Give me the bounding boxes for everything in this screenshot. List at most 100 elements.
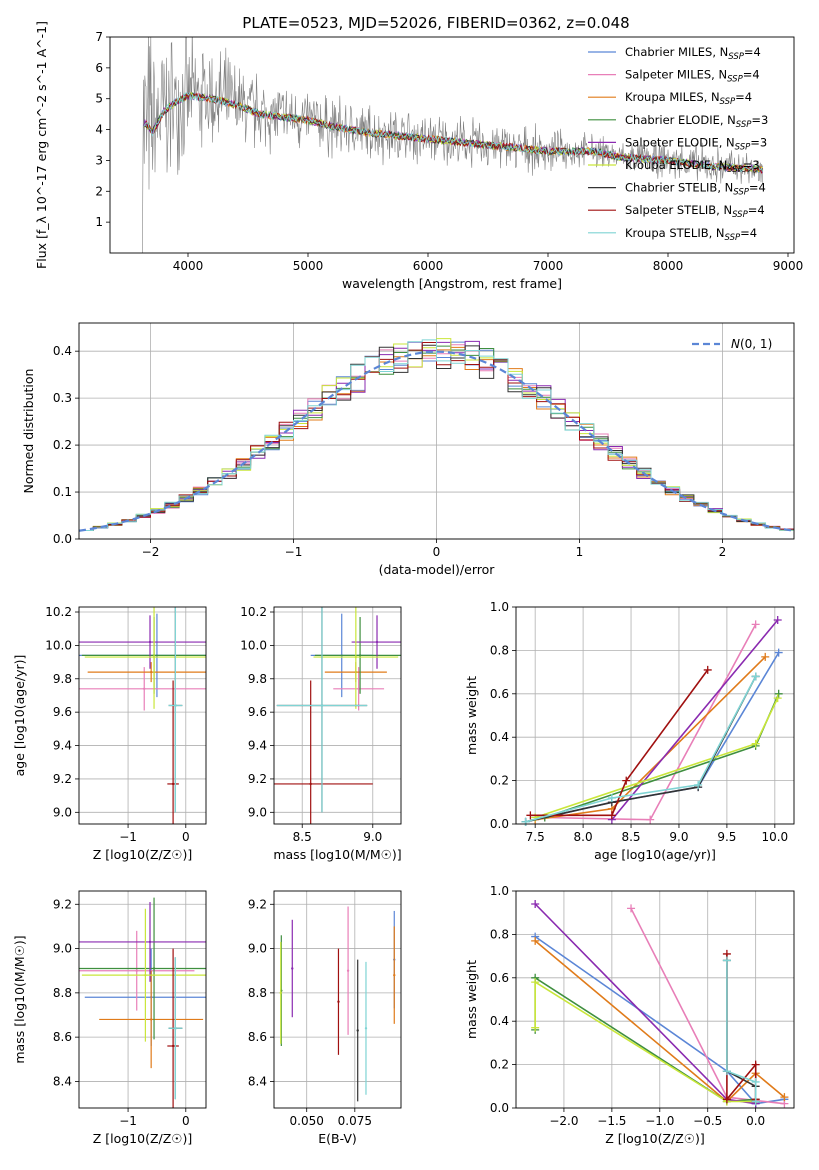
x-tick-label: 0.050 (290, 1114, 324, 1128)
legend-entry: Salpeter MILES, NSSP=4 (625, 68, 760, 85)
data-spectrum-line (142, 37, 764, 253)
mass-vs-ebv-panel: 0.050 0.075 8.4 8.6 8.8 9.0 9.2 E(B-V) (248, 890, 402, 1146)
axes-frame (78, 322, 795, 540)
series-marker (722, 1067, 731, 1076)
data-point (149, 670, 153, 674)
series-line (611, 619, 779, 821)
x-axis-label: mass [log10(M/M☉)] (273, 847, 401, 862)
age-vs-metallicity-panel: −1 0 9.0 9.2 9.4 9.6 9.8 10.0 10.2 Z [log10(Z/Z☉)… (12, 605, 207, 862)
y-tick-label: 9.4 (53, 739, 72, 753)
y-tick-label: 9.2 (53, 897, 72, 911)
x-tick-label: 0 (433, 545, 441, 559)
x-tick-label: 9.5 (717, 830, 736, 844)
x-tick-label: −2.0 (549, 1114, 578, 1128)
y-tick-label: 0.8 (490, 643, 509, 657)
legend-label: N (731, 337, 740, 351)
series-marker (607, 811, 616, 820)
y-tick-label: 8.8 (53, 986, 72, 1000)
series-line (534, 976, 756, 1103)
y-tick-label: 9.0 (248, 805, 267, 819)
x-tick-label: 9.0 (669, 830, 688, 844)
series-line (534, 980, 756, 1103)
x-axis-label: Z [log10(Z/Z☉)] (93, 847, 193, 862)
data-point (320, 704, 324, 707)
legend-entry: Chabrier STELIB, NSSP=4 (625, 181, 766, 198)
y-tick-label: 8.6 (248, 1030, 267, 1044)
series-line (544, 624, 757, 821)
y-tick-label: 5 (95, 92, 103, 106)
y-tick-label: 0.0 (490, 1101, 509, 1115)
x-axis-label: Z [log10(Z/Z☉)] (605, 1131, 705, 1146)
weight-vs-age-panel: 7.5 8.0 8.5 9.0 9.5 10.0 0.0 0.2 0.4 0.6 0.8 1.0 age… (464, 600, 795, 862)
legend-subscript: SSP (720, 97, 736, 107)
series-marker (526, 811, 535, 820)
y-axis-label: Normed distribution (21, 369, 36, 494)
x-tick-label: −1.5 (597, 1114, 626, 1128)
data-point (171, 782, 175, 786)
y-tick-label: 0.6 (490, 971, 509, 985)
legend-entry: Kroupa MILES, NSSP=4 (625, 90, 752, 107)
series-marker (751, 620, 760, 629)
x-tick-label: −1 (119, 1114, 137, 1128)
legend-subscript: SSP (727, 165, 743, 175)
y-tick-label: 0.0 (490, 817, 509, 831)
legend-label: Chabrier ELODIE, N (625, 113, 736, 127)
series-marker (774, 648, 783, 657)
legend-entry: Chabrier MILES, NSSP=4 (625, 45, 761, 62)
y-tick-label: 1.0 (490, 884, 509, 898)
data-point (143, 687, 146, 690)
series-marker (646, 815, 655, 824)
y-tick-label: 10.2 (240, 605, 267, 619)
y-tick-label: 10.2 (45, 605, 72, 619)
legend-value: =4 (748, 203, 765, 217)
y-axis-label: mass [log10(M/M☉)] (12, 935, 27, 1063)
legend-entry: Chabrier ELODIE, NSSP=3 (625, 113, 768, 130)
legend-entry: Kroupa ELODIE, NSSP=3 (625, 158, 760, 175)
legend-subscript: SSP (733, 188, 749, 198)
axes-frame (78, 606, 207, 825)
y-tick-label: 9.4 (248, 739, 267, 753)
legend-subscript: SSP (728, 52, 744, 62)
residuals-panel: −2 −1 0 1 2 0.0 0.1 0.2 0.3 0.4 (data-model)/error… (21, 322, 795, 577)
x-tick-label: −1 (285, 545, 303, 559)
y-tick-label: 9.2 (53, 772, 72, 786)
series-marker (622, 776, 631, 785)
legend-label: Salpeter ELODIE, N (625, 135, 735, 149)
legend-label: Kroupa MILES, N (625, 90, 720, 104)
x-tick-label: 9.0 (363, 830, 382, 844)
y-tick-label: 0.4 (490, 1014, 509, 1028)
data-point (358, 654, 362, 657)
y-tick-label: 0.4 (53, 344, 72, 358)
x-tick-label: 0.0 (746, 1114, 765, 1128)
legend-subscript: SSP (727, 75, 743, 85)
residual-histogram (79, 339, 794, 531)
y-tick-label: 0.6 (490, 687, 509, 701)
series-marker (751, 739, 760, 748)
x-tick-label: −0.5 (693, 1114, 722, 1128)
legend-entry: N(0, 1) (731, 337, 772, 351)
y-tick-label: 8.4 (53, 1074, 72, 1088)
x-tick-label: 10.0 (761, 830, 788, 844)
legend-entry: Salpeter STELIB, NSSP=4 (625, 203, 765, 220)
x-tick-label: 6000 (413, 259, 444, 273)
data-point (354, 655, 358, 659)
x-tick-label: 1 (576, 545, 584, 559)
legend-value: =4 (735, 90, 752, 104)
y-tick-label: 0.0 (53, 532, 72, 546)
x-tick-label: 0 (182, 1114, 190, 1128)
data-point (279, 991, 282, 995)
series-marker (627, 904, 636, 913)
series-marker (521, 817, 530, 826)
y-tick-label: 4 (95, 123, 103, 137)
legend-value: =4 (749, 181, 766, 195)
y-tick-label: 1 (95, 215, 103, 229)
axes-frame (109, 36, 795, 254)
x-tick-label: 0.075 (338, 1114, 372, 1128)
model-spectrum-line (143, 91, 764, 175)
y-tick-label: 9.0 (53, 942, 72, 956)
series-marker (703, 665, 712, 674)
series-marker (774, 689, 783, 698)
legend-value: (0, 1) (740, 337, 772, 351)
y-tick-label: 9.2 (248, 897, 267, 911)
series-marker (531, 978, 540, 987)
